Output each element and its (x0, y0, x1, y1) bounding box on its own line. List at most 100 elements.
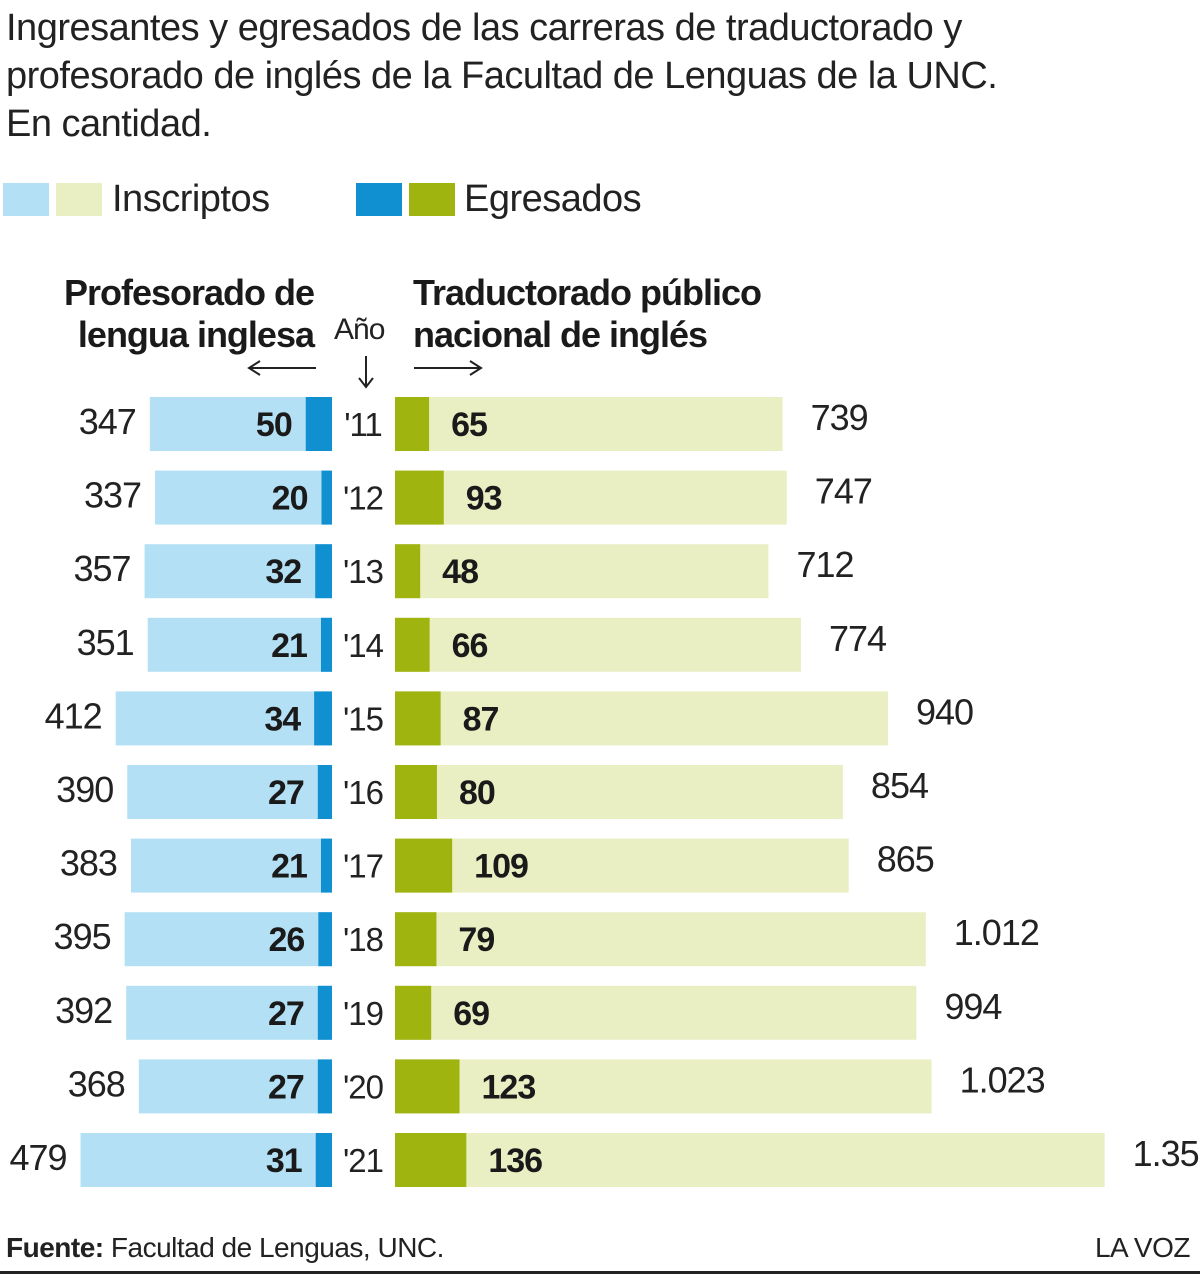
trad-egresados-bar (395, 691, 441, 746)
legend-label-egresados: Egresados (464, 178, 642, 220)
chart-title: Ingresantes y egresados de las carreras … (6, 7, 998, 145)
prof-inscriptos-bar (115, 691, 332, 746)
trad-egresados-label: 80 (459, 774, 495, 812)
left-arrow-icon (247, 360, 316, 376)
trad-egresados-bar (395, 617, 430, 672)
trad-inscriptos-bar (395, 470, 787, 525)
trad-inscriptos-label: 774 (829, 618, 886, 659)
prof-egresados-label: 27 (268, 995, 304, 1033)
trad-egresados-label: 79 (458, 921, 494, 959)
trad-egresados-bar (395, 470, 444, 525)
trad-inscriptos-label: 994 (944, 986, 1001, 1027)
trad-egresados-label: 123 (482, 1068, 536, 1106)
prof-egresados-bar (305, 397, 332, 451)
trad-inscriptos-label: 712 (796, 544, 853, 585)
source-label: Fuente: (6, 1232, 104, 1263)
prof-egresados-bar (318, 912, 332, 967)
prof-egresados-bar (320, 838, 332, 893)
prof-inscriptos-bar (147, 617, 332, 672)
trad-egresados-label: 66 (452, 627, 488, 665)
trad-inscriptos-bar (395, 838, 849, 893)
prof-egresados-label: 34 (264, 700, 301, 738)
prof-egresados-bar (321, 470, 332, 525)
trad-inscriptos-bar (395, 765, 843, 819)
prof-inscriptos-bar (130, 838, 332, 893)
trad-egresados-bar (395, 1059, 460, 1114)
source-text: Facultad de Lenguas, UNC. (103, 1232, 445, 1263)
down-arrow-icon (358, 356, 374, 389)
trad-inscriptos-bar (395, 1133, 1105, 1187)
trad-egresados-label: 87 (463, 700, 499, 738)
prof-egresados-label: 20 (272, 480, 308, 518)
prof-inscriptos-label: 337 (84, 475, 141, 516)
year-tick-label: '19 (343, 995, 383, 1032)
trad-egresados-bar (395, 985, 432, 1040)
prof-egresados-bar (317, 1059, 332, 1114)
trad-inscriptos-label: 739 (811, 397, 868, 438)
prof-inscriptos-label: 479 (9, 1137, 66, 1178)
prof-egresados-label: 31 (266, 1142, 302, 1180)
prof-egresados-bar (317, 765, 332, 819)
trad-inscriptos-bar (395, 397, 783, 451)
year-tick-label: '11 (344, 406, 382, 443)
trad-inscriptos-bar (395, 691, 889, 746)
year-tick-label: '13 (343, 553, 383, 590)
prof-inscriptos-label: 395 (54, 916, 111, 957)
legend-swatch-prof-inscriptos (3, 183, 49, 216)
year-axis-header: Año (334, 313, 385, 346)
prof-inscriptos-label: 390 (56, 769, 113, 810)
year-tick-label: '12 (343, 480, 383, 517)
trad-egresados-label: 109 (474, 848, 528, 886)
trad-egresados-bar (395, 1133, 467, 1187)
legend-label-inscriptos: Inscriptos (112, 178, 270, 220)
prof-egresados-label: 26 (269, 921, 305, 959)
trad-egresados-bar (395, 765, 437, 819)
brand-logo: LA VOZ (1094, 1232, 1191, 1263)
prof-egresados-bar (315, 1133, 332, 1187)
trad-egresados-bar (395, 397, 430, 451)
trad-inscriptos-label: 1.353 (1133, 1133, 1200, 1174)
trad-inscriptos-bar (395, 1059, 932, 1114)
source-note: Fuente: Facultad de Lenguas, UNC. (6, 1232, 444, 1264)
prof-egresados-label: 27 (268, 774, 304, 812)
trad-inscriptos-label: 854 (871, 765, 928, 806)
trad-inscriptos-label: 865 (877, 839, 934, 880)
prof-inscriptos-bar (155, 470, 332, 525)
prof-egresados-label: 21 (271, 848, 307, 886)
prof-inscriptos-bar (149, 397, 332, 451)
prof-inscriptos-label: 368 (68, 1063, 125, 1104)
prof-inscriptos-label: 383 (60, 843, 117, 884)
prof-egresados-bar (320, 617, 332, 672)
year-tick-label: '20 (343, 1068, 384, 1105)
prof-egresados-bar (317, 985, 332, 1040)
right-arrow-icon (414, 360, 483, 376)
prof-egresados-label: 27 (268, 1068, 304, 1106)
trad-inscriptos-bar (395, 985, 917, 1040)
year-tick-label: '17 (343, 848, 383, 885)
year-tick-label: '14 (343, 627, 384, 664)
legend-swatch-prof-egresados (356, 183, 402, 216)
trad-egresados-label: 69 (453, 995, 489, 1033)
year-tick-label: '18 (343, 921, 383, 958)
prof-inscriptos-bar (138, 1059, 332, 1114)
trad-egresados-bar (395, 838, 453, 893)
trad-egresados-label: 65 (451, 406, 487, 444)
prof-egresados-bar (314, 691, 332, 746)
bottom-rule (0, 1271, 1200, 1274)
trad-inscriptos-label: 940 (916, 691, 973, 732)
year-tick-label: '15 (343, 700, 383, 737)
trad-inscriptos-bar (395, 544, 769, 599)
trad-inscriptos-label: 1.012 (954, 912, 1039, 953)
left-panel-title: Profesorado de lengua inglesa (63, 272, 315, 355)
prof-inscriptos-bar (126, 985, 332, 1040)
prof-egresados-label: 50 (256, 406, 292, 444)
trad-egresados-bar (395, 544, 421, 599)
prof-inscriptos-label: 392 (55, 990, 112, 1031)
prof-inscriptos-bar (124, 912, 332, 967)
legend-swatch-trad-egresados (409, 183, 455, 216)
trad-egresados-label: 136 (488, 1142, 542, 1180)
trad-inscriptos-bar (395, 617, 801, 672)
year-tick-label: '16 (343, 774, 383, 811)
prof-inscriptos-label: 412 (45, 695, 102, 736)
prof-inscriptos-bar (144, 544, 332, 599)
